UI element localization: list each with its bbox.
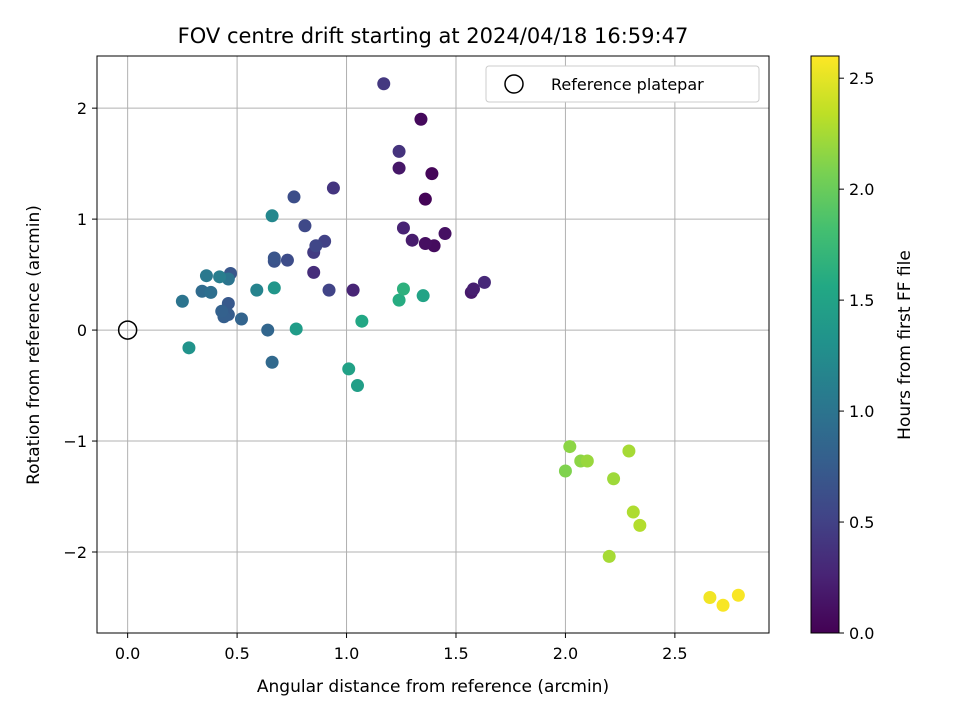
colorbar-tick-label: 1.0 [849, 402, 874, 421]
data-point [287, 190, 301, 204]
data-point [477, 275, 491, 289]
data-point [261, 323, 275, 337]
data-point [392, 144, 406, 158]
legend: Reference platepar [485, 65, 760, 103]
data-point [350, 379, 364, 393]
data-point [182, 341, 196, 355]
legend-box [485, 65, 760, 103]
data-point [342, 362, 356, 376]
data-point [703, 590, 717, 604]
data-point [414, 112, 428, 126]
data-point [265, 209, 279, 223]
data-point [418, 237, 432, 251]
x-tick-label: 0.5 [224, 644, 249, 663]
data-point [602, 549, 616, 563]
colorbar-gradient [810, 55, 840, 634]
x-tick-label: 2.5 [662, 644, 687, 663]
data-point [199, 269, 213, 283]
y-tick-label: −1 [63, 432, 87, 451]
data-point [289, 322, 303, 336]
scatter-points [175, 77, 745, 612]
data-point [250, 283, 264, 297]
plot-area [97, 56, 769, 633]
colorbar-tick-label: 2.5 [849, 69, 874, 88]
x-tick-label: 1.0 [334, 644, 359, 663]
data-point [267, 251, 281, 265]
data-point [396, 282, 410, 296]
colorbar-tick-label: 1.5 [849, 291, 874, 310]
data-point [322, 283, 336, 297]
colorbar-label: Hours from first FF file [895, 250, 915, 440]
data-point [175, 294, 189, 308]
data-point [234, 312, 248, 326]
data-point [204, 285, 218, 299]
data-point [580, 454, 594, 468]
y-axis-label: Rotation from reference (arcmin) [24, 205, 44, 485]
data-point [418, 192, 432, 206]
colorbar-tick-label: 0.0 [849, 624, 874, 643]
data-point [346, 283, 360, 297]
data-point [280, 253, 294, 267]
legend-entry: Reference platepar [551, 75, 704, 94]
x-axis-label: Angular distance from reference (arcmin) [257, 677, 609, 697]
data-point [326, 181, 340, 195]
colorbar: 0.0 0.5 1.0 1.5 2.0 2.5 Hours from first FF f… [810, 55, 915, 643]
data-point [392, 293, 406, 307]
y-tick-label: −2 [63, 543, 87, 562]
data-point [396, 221, 410, 235]
data-point [563, 440, 577, 454]
x-tick-label: 0.0 [115, 644, 140, 663]
y-tick-label: 1 [77, 210, 87, 229]
reference-platepar-marker [117, 320, 138, 340]
y-axis-ticks: −2 −1 0 1 2 [63, 99, 97, 562]
legend-marker [504, 74, 524, 94]
data-point [392, 161, 406, 175]
data-point [377, 77, 391, 91]
data-point [622, 444, 636, 458]
data-point [267, 281, 281, 295]
grid [97, 56, 769, 633]
data-point [215, 304, 229, 318]
data-point [633, 518, 647, 532]
data-point [355, 314, 369, 328]
data-point [607, 472, 621, 486]
data-point [213, 270, 227, 284]
data-point [731, 588, 745, 602]
chart-title: FOV centre drift starting at 2024/04/18 … [178, 24, 689, 48]
data-point [309, 239, 323, 253]
x-tick-label: 1.5 [443, 644, 468, 663]
data-point [265, 355, 279, 369]
plot-frame [96, 55, 770, 634]
x-axis-ticks: 0.0 0.5 1.0 1.5 2.0 2.5 [115, 633, 688, 663]
colorbar-tick-label: 0.5 [849, 513, 874, 532]
colorbar-ticks: 0.0 0.5 1.0 1.5 2.0 2.5 [839, 69, 874, 643]
data-point [438, 227, 452, 241]
data-point [716, 598, 730, 612]
colorbar-tick-label: 2.0 [849, 180, 874, 199]
data-point [416, 289, 430, 303]
y-tick-label: 0 [77, 321, 87, 340]
y-tick-label: 2 [77, 99, 87, 118]
data-point [466, 282, 480, 296]
data-point [425, 167, 439, 181]
data-point [626, 505, 640, 519]
data-point [405, 233, 419, 247]
data-point [558, 464, 572, 478]
x-tick-label: 2.0 [553, 644, 578, 663]
data-point [307, 265, 321, 279]
data-point [298, 219, 312, 233]
